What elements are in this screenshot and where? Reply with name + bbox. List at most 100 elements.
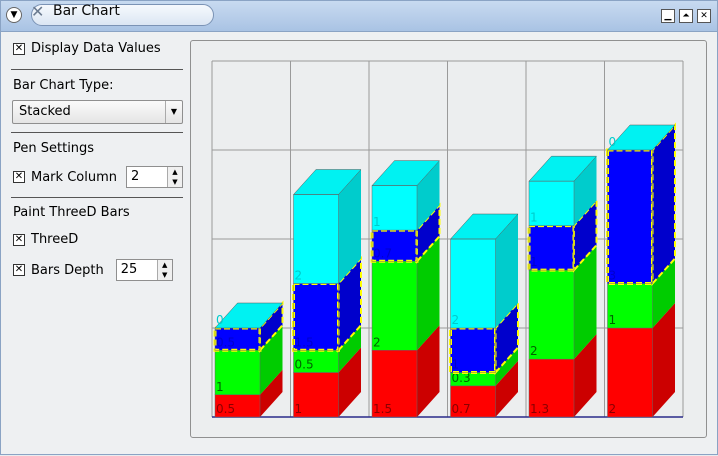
- bar-segment: [293, 372, 339, 417]
- threed-heading-row: Paint ThreeD Bars: [13, 205, 130, 220]
- bar-segment-side: [338, 325, 361, 373]
- bar-segment: [607, 283, 653, 328]
- title-pill: [31, 4, 214, 26]
- data-value-label: 1: [373, 215, 381, 229]
- bar-segment: [450, 239, 496, 328]
- display-values-checkbox[interactable]: ✕: [13, 42, 25, 55]
- mark-column-label: Mark Column: [31, 169, 117, 185]
- data-value-label: 2: [452, 313, 460, 327]
- chevron-down-icon[interactable]: ▼: [165, 101, 182, 123]
- bar-segment: [372, 185, 417, 231]
- minimize-button[interactable]: ▁: [661, 9, 675, 23]
- data-value-label: 0.7: [373, 246, 392, 260]
- bar-segment: [607, 328, 653, 417]
- bar-segment: [529, 181, 574, 226]
- bar-segment: [450, 385, 496, 417]
- data-value-label: 1.5: [295, 335, 314, 349]
- bar-segment-outline: [371, 185, 418, 231]
- bar-segment-side: [338, 258, 361, 351]
- bar-segment-side: [652, 258, 675, 328]
- bars-depth-value: 25: [120, 262, 138, 277]
- bar-segment-top: [606, 124, 676, 151]
- bar-segment-side: [495, 303, 518, 373]
- data-value-label: 0.7: [452, 402, 471, 416]
- bar-segment-side: [574, 334, 597, 417]
- mark-column-option[interactable]: ✕ Mark Column 2 ▲ ▼: [13, 166, 183, 188]
- data-value-label: 2: [609, 402, 617, 416]
- bar-segment-side: [260, 369, 283, 417]
- data-value-label: 2: [373, 335, 381, 349]
- data-value-label: 1: [530, 255, 538, 269]
- data-value-label: 1.3: [530, 402, 549, 416]
- bar-segment-side: [495, 214, 518, 328]
- separator: [11, 69, 183, 70]
- data-value-label: 0.3: [452, 371, 471, 385]
- bar-segment-side: [574, 245, 597, 360]
- bar-segment-side: [260, 303, 283, 351]
- bars-depth-checkbox[interactable]: ✕: [13, 264, 25, 276]
- bar-segment-side: [338, 169, 361, 284]
- bar-segment-outline: [450, 238, 496, 329]
- spin-down-button[interactable]: ▼: [166, 177, 182, 187]
- mark-column-spinbox[interactable]: 2 ▲ ▼: [125, 166, 183, 188]
- bar-segment-side: [417, 160, 440, 231]
- window-title: Bar Chart: [53, 3, 120, 19]
- data-value-label: 1: [295, 402, 303, 416]
- bar-segment-side: [495, 347, 518, 386]
- bar-segment: [529, 359, 574, 417]
- bar-segment: [215, 350, 260, 395]
- threed-checkbox[interactable]: ✕: [13, 233, 25, 246]
- bar-segment-side: [338, 347, 361, 417]
- bar-segment: [372, 350, 417, 417]
- app-x-icon: ✕: [31, 2, 45, 21]
- data-value-label: 1.5: [373, 402, 392, 416]
- bar-segment: [372, 261, 417, 351]
- data-value-label: 1: [530, 211, 538, 225]
- window-menu-button[interactable]: ▼: [6, 7, 22, 23]
- bar-segment-side: [417, 325, 440, 417]
- close-button[interactable]: ✕: [697, 9, 711, 23]
- bar-segment: [215, 394, 260, 417]
- threed-label: ThreeD: [31, 232, 79, 247]
- bar-segment: [606, 148, 654, 285]
- data-value-label: 0.5: [295, 358, 314, 372]
- bar-segment-side: [574, 156, 597, 226]
- display-values-option[interactable]: ✕ Display Data Values: [13, 41, 161, 56]
- settings-panel: ✕ Display Data Values Bar Chart Type: St…: [1, 32, 191, 452]
- bar-segment-side: [417, 236, 440, 351]
- bars-depth-spinbox[interactable]: 25 ▲ ▼: [115, 259, 173, 281]
- data-value-label: 3: [609, 269, 617, 283]
- bar-segment: [529, 270, 574, 360]
- bars-depth-label: Bars Depth: [31, 262, 104, 278]
- data-value-label: 0.5: [216, 335, 235, 349]
- data-value-label: 0: [216, 313, 224, 327]
- data-value-label: 2: [530, 344, 538, 358]
- separator: [11, 197, 183, 198]
- bar-type-heading-row: Bar Chart Type:: [13, 78, 113, 93]
- mark-column-value: 2: [130, 169, 140, 184]
- bar-segment-side: [574, 200, 597, 271]
- bars-depth-option[interactable]: ✕ Bars Depth 25 ▲ ▼: [13, 259, 173, 281]
- bar-segment-side: [260, 325, 283, 395]
- bar-segment-outline: [293, 194, 339, 284]
- bar-segment-side: [417, 205, 440, 262]
- maximize-button[interactable]: ⏶: [679, 9, 693, 23]
- bar-type-select[interactable]: Stacked ▼: [12, 100, 183, 124]
- spin-down-button[interactable]: ▼: [156, 270, 172, 280]
- separator: [11, 132, 183, 133]
- data-value-label: 0.5: [216, 402, 235, 416]
- data-value-label: 0: [609, 135, 617, 149]
- data-value-label: 1: [452, 358, 460, 372]
- threed-option[interactable]: ✕ ThreeD: [13, 232, 78, 247]
- bar-segment-side: [652, 303, 675, 417]
- mark-column-checkbox[interactable]: ✕: [13, 171, 25, 183]
- bar-segment: [293, 350, 339, 373]
- data-value-label: 1: [609, 313, 617, 327]
- data-value-label: 2: [295, 269, 303, 283]
- threed-heading: Paint ThreeD Bars: [13, 205, 130, 220]
- bar-segment: [450, 372, 496, 386]
- bar-type-value: Stacked: [19, 104, 71, 119]
- display-values-label: Display Data Values: [31, 41, 161, 56]
